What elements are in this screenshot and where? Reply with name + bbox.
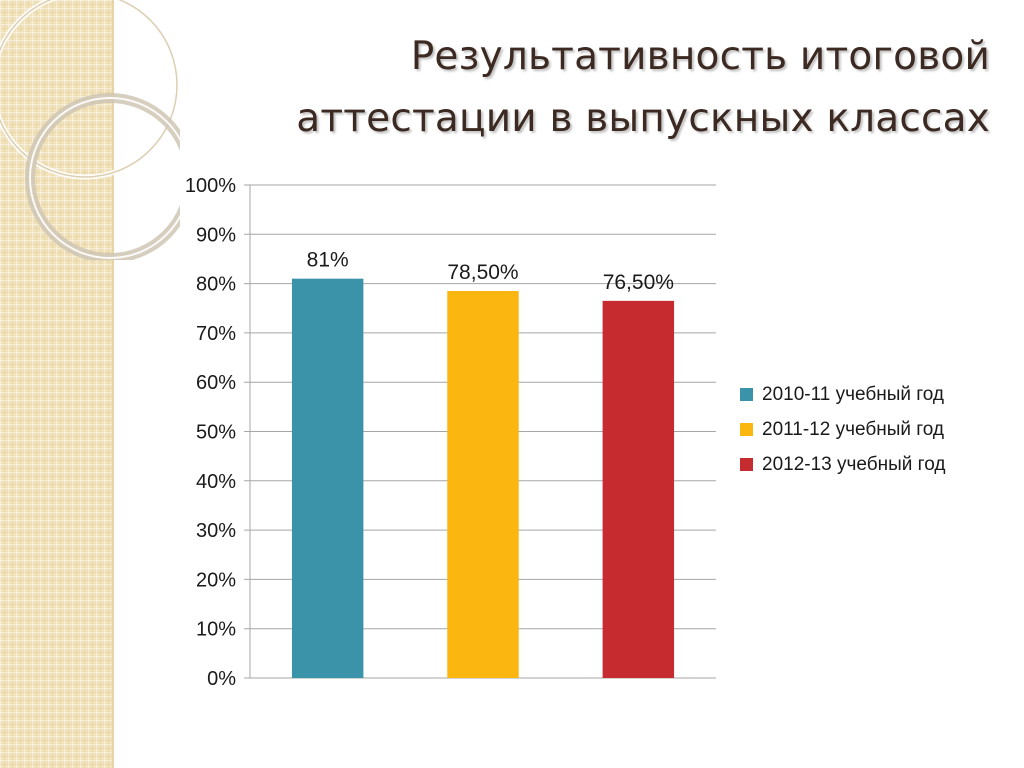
y-tick-label: 60% (196, 372, 236, 394)
y-tick-label: 80% (196, 274, 236, 296)
chart-bars (291, 278, 675, 678)
y-tick-label: 40% (196, 471, 236, 493)
bar (602, 300, 675, 678)
y-tick-label: 90% (196, 224, 236, 246)
y-axis-tick-labels: 0% 10% 20% 30% 40% 50% 60% 70% 80% 90% 100% (185, 175, 236, 690)
chart-legend: 2010-11 учебный год 2011-12 учебный год 20… (740, 384, 945, 475)
y-tick-label: 30% (196, 520, 236, 542)
y-tick-label: 20% (196, 569, 236, 591)
legend-entry: 2010-11 учебный год (762, 384, 944, 405)
legend-entry: 2011-12 учебный год (762, 419, 944, 440)
legend-swatch (740, 423, 753, 436)
legend-swatch (740, 458, 753, 471)
slide-title-line-1: Результативность итоговой (410, 34, 990, 79)
bar (447, 290, 519, 678)
data-label: 81% (307, 249, 349, 272)
decorative-side-band (0, 0, 112, 768)
data-label: 76,50% (603, 271, 674, 294)
y-tick-label: 0% (207, 668, 236, 690)
legend-swatch (740, 388, 753, 401)
y-tick-label: 100% (185, 175, 236, 197)
slide-title: Результативность итоговой аттестации в в… (160, 26, 990, 150)
chart-data-labels: 81% 78,50% 76,50% (307, 249, 674, 294)
decorative-rings-icon (0, 0, 180, 260)
y-tick-label: 10% (196, 619, 236, 641)
y-tick-label: 50% (196, 422, 236, 444)
bar (291, 278, 364, 678)
side-band-edge (112, 0, 114, 768)
y-tick-label: 70% (196, 323, 236, 345)
legend-entry: 2012-13 учебный год (762, 454, 945, 475)
data-label: 78,50% (447, 261, 518, 284)
bar-chart: 0% 10% 20% 30% 40% 50% 60% 70% 80% 90% 100% 81% 78,… (185, 175, 946, 690)
slide-title-line-2: аттестации в выпускных классах (296, 96, 990, 141)
